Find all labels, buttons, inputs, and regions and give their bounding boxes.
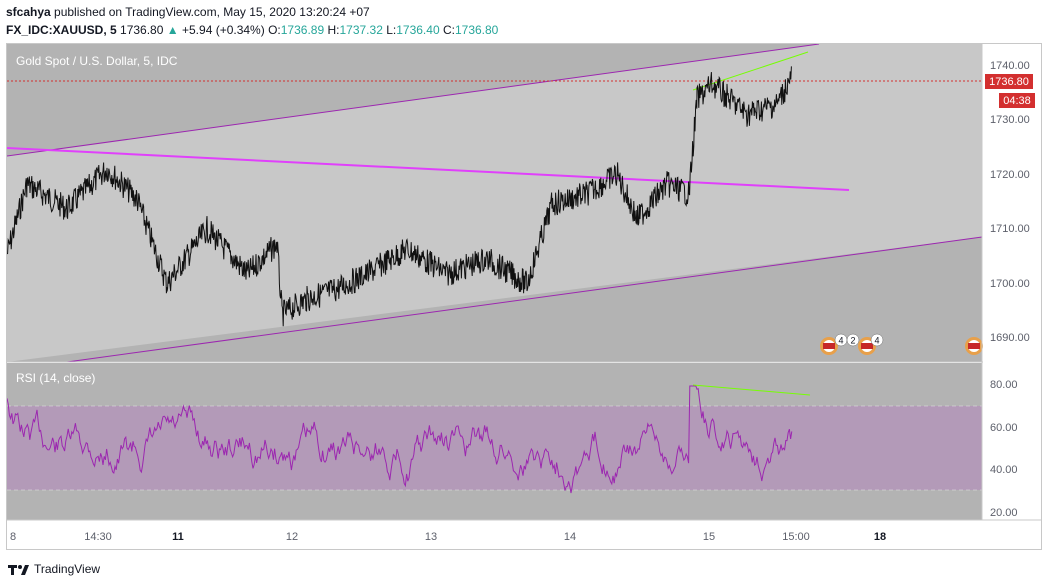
close-value: 1736.80 — [454, 23, 499, 37]
trend-line[interactable] — [7, 147, 850, 191]
low-value: 1736.40 — [396, 23, 440, 37]
countdown-badge — [999, 93, 1035, 108]
publisher-name[interactable]: sfcahya — [6, 5, 51, 19]
price-axis[interactable]: 1740.00 1730.00 1720.00 1710.00 1700.00 1690.… — [990, 60, 1030, 344]
time-tick-label: 15 — [703, 531, 715, 543]
price-series — [7, 66, 792, 327]
rsi-tick-label: 80.00 — [990, 379, 1018, 391]
rsi-series — [7, 385, 793, 494]
price-tick-label: 1730.00 — [990, 114, 1030, 126]
current-price-badge — [985, 74, 1033, 89]
symbol-info: FX_IDC:XAUUSD, 5 1736.80 ▲ +5.94 (+0.34%… — [6, 23, 498, 37]
up-arrow-icon: ▲ — [166, 23, 179, 37]
time-tick-label: 11 — [172, 531, 184, 543]
time-axis[interactable]: 8 14:30 11 12 13 14 15 15:00 18 — [10, 531, 886, 543]
publish-info: sfcahya published on TradingView.com, Ma… — [6, 5, 370, 19]
event-count-badge-3[interactable] — [870, 333, 884, 347]
rsi-tick-label: 20.00 — [990, 507, 1018, 519]
chart-area[interactable]: 4 2 4 1740.00 1730.00 1720.00 1710.00 1700.0… — [6, 43, 1042, 550]
open-value: 1736.89 — [280, 23, 325, 37]
price-tick-label: 1710.00 — [990, 223, 1030, 235]
time-tick-label: 12 — [286, 531, 298, 543]
open-label: O: — [268, 23, 281, 37]
event-count-3: 4 — [874, 336, 879, 346]
last-price: 1736.80 — [120, 23, 164, 37]
rsi-pane-title: RSI (14, close) — [16, 371, 95, 385]
chart-canvas[interactable]: 4 2 4 1740.00 1730.00 1720.00 1710.00 1700.0… — [7, 44, 1042, 550]
time-tick-label: 8 — [10, 531, 16, 543]
change-value: +5.94 (+0.34%) — [182, 23, 265, 37]
price-pane-title: Gold Spot / U.S. Dollar, 5, IDC — [16, 54, 178, 68]
current-price-badge-text: 1736.80 — [989, 76, 1029, 88]
symbol-label: FX_IDC:XAUUSD, 5 — [6, 23, 117, 37]
event-markers[interactable]: 4 2 4 — [820, 333, 983, 355]
time-tick-label: 15:00 — [782, 531, 810, 543]
close-label: C: — [442, 23, 455, 37]
channel-upper-line[interactable] — [7, 44, 820, 157]
tradingview-logo-icon[interactable] — [8, 562, 30, 576]
time-tick-label: 14:30 — [84, 531, 112, 543]
high-value: 1737.32 — [339, 23, 383, 37]
time-tick-label: 18 — [874, 531, 886, 543]
rsi-band — [7, 406, 982, 490]
event-count-1: 4 — [838, 336, 843, 346]
price-tick-label: 1700.00 — [990, 278, 1030, 290]
price-tick-label: 1740.00 — [990, 60, 1030, 72]
countdown-badge-text: 04:38 — [1003, 95, 1031, 107]
rsi-axis[interactable]: 80.00 60.00 40.00 20.00 — [990, 379, 1018, 519]
rsi-divergence-line[interactable] — [692, 384, 811, 396]
footer: TradingView — [8, 562, 100, 576]
price-tick-label: 1720.00 — [990, 169, 1030, 181]
high-label: H: — [327, 23, 340, 37]
footer-brand[interactable]: TradingView — [34, 562, 101, 576]
published-text: published on TradingView.com, May 15, 20… — [50, 5, 370, 19]
low-label: L: — [386, 23, 397, 37]
channel-lower-line[interactable] — [66, 236, 983, 363]
event-count-2: 2 — [850, 336, 855, 346]
rsi-tick-label: 40.00 — [990, 464, 1018, 476]
rsi-tick-label: 60.00 — [990, 422, 1018, 434]
price-tick-label: 1690.00 — [990, 332, 1030, 344]
event-count-badge-2[interactable] — [846, 333, 860, 347]
time-tick-label: 14 — [564, 531, 576, 543]
time-tick-label: 13 — [425, 531, 437, 543]
channel-fill — [7, 44, 982, 362]
